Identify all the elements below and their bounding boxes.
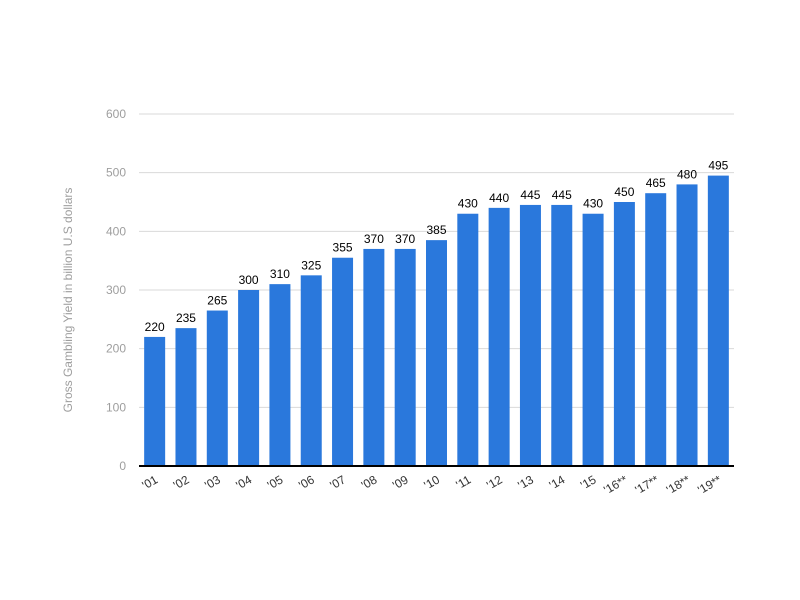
x-tick-label: '13 (515, 472, 536, 492)
data-label: 325 (301, 258, 321, 272)
bar (206, 310, 228, 466)
x-tick-label: '02 (171, 472, 192, 492)
data-label: 370 (395, 232, 415, 246)
data-label: 445 (520, 188, 540, 202)
x-tick-label: '05 (265, 472, 286, 492)
data-label: 370 (364, 232, 384, 246)
y-axis-label: Gross Gambling Yield in billion U.S doll… (61, 188, 75, 413)
bar (269, 284, 291, 466)
x-tick-label: '03 (202, 472, 223, 492)
bar (457, 213, 479, 466)
x-tick-label: '14 (547, 472, 568, 492)
bar (519, 204, 541, 466)
x-tick-label: '17** (633, 472, 662, 497)
bar (676, 184, 698, 466)
bar (238, 290, 260, 466)
x-tick-label: '07 (328, 472, 349, 492)
data-labels: 220 235 265 300 310 325 355 370 370 385 430 440 445 4… (145, 159, 729, 334)
x-axis-ticks: '01 '02 '03 '04 '05 '06 '07 '08 '09 '10 '11 '12 '13 '… (140, 472, 725, 497)
bar (645, 193, 667, 466)
y-tick-label: 0 (119, 459, 126, 473)
x-tick-label: '08 (359, 472, 380, 492)
data-label: 265 (207, 294, 227, 308)
y-tick-label: 100 (106, 400, 126, 414)
x-tick-label: '11 (454, 472, 474, 492)
bar (332, 257, 354, 466)
y-tick-label: 300 (106, 283, 126, 297)
data-label: 355 (333, 241, 353, 255)
bar (363, 248, 385, 466)
bar (426, 240, 447, 466)
data-label: 300 (239, 273, 259, 287)
x-tick-label: '12 (484, 472, 505, 492)
y-tick-label: 600 (106, 107, 126, 121)
data-label: 465 (646, 176, 666, 190)
bar (707, 175, 729, 466)
data-label: 495 (708, 159, 728, 173)
y-tick-label: 400 (106, 224, 126, 238)
x-tick-label: '06 (296, 472, 317, 492)
data-label: 450 (614, 185, 634, 199)
x-tick-label: '18** (664, 472, 693, 497)
bar (551, 204, 573, 466)
bar (613, 202, 635, 466)
data-label: 385 (426, 223, 446, 237)
data-label: 430 (458, 197, 478, 211)
gridlines: 0 100 200 300 400 500 600 (106, 107, 734, 473)
bars (144, 175, 729, 466)
data-label: 235 (176, 311, 196, 325)
x-tick-label: '19** (695, 472, 724, 497)
x-tick-label: '15 (578, 472, 599, 492)
y-tick-label: 200 (106, 342, 126, 356)
x-tick-label: '10 (421, 472, 442, 492)
data-label: 310 (270, 267, 290, 281)
bar (144, 336, 166, 466)
x-tick-label: '01 (140, 472, 161, 492)
bar (300, 275, 322, 466)
data-label: 445 (552, 188, 572, 202)
data-label: 430 (583, 197, 603, 211)
y-tick-label: 500 (106, 166, 126, 180)
bar (488, 207, 510, 466)
bar (394, 248, 416, 466)
x-tick-label: '16** (601, 472, 630, 497)
bar (175, 328, 197, 466)
data-label: 480 (677, 167, 697, 181)
x-tick-label: '04 (234, 472, 255, 492)
bar (582, 213, 604, 466)
data-label: 220 (145, 320, 165, 334)
data-label: 440 (489, 191, 509, 205)
x-tick-label: '09 (390, 472, 411, 492)
